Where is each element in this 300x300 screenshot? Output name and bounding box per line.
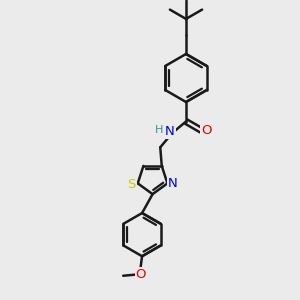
Text: S: S [128,178,136,191]
Text: O: O [201,124,211,137]
Text: H: H [154,125,163,135]
Text: N: N [168,177,178,190]
Text: N: N [165,125,175,138]
Text: O: O [135,268,146,281]
